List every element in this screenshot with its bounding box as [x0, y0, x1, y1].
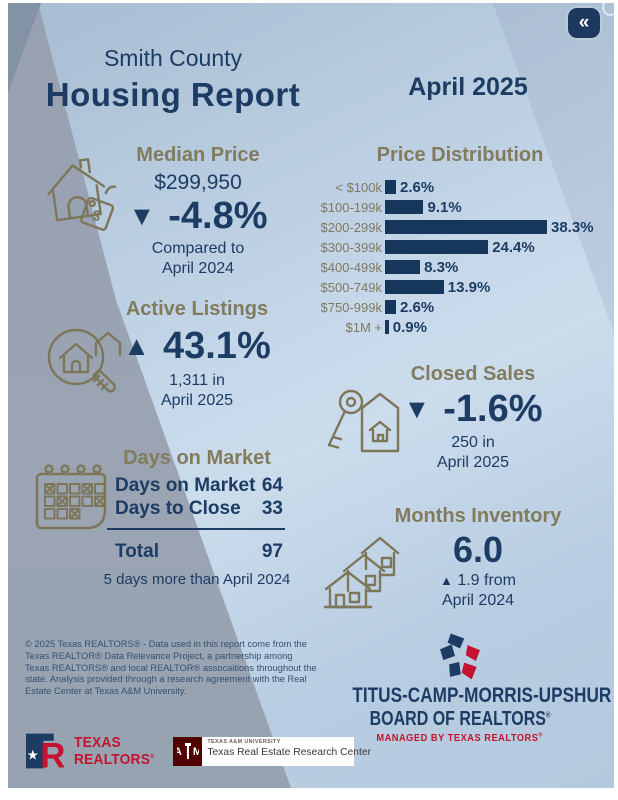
bar-category-label: $400-499k [320, 259, 382, 275]
report-period: April 2025 [408, 73, 528, 101]
bar-value-label: 24.4% [492, 238, 535, 256]
board-name-line1: TITUS-CAMP-MORRIS-UPSHUR [352, 683, 612, 707]
svg-text:R: R [40, 737, 65, 770]
median-price-note: Compared to April 2024 [151, 239, 245, 277]
page-title: Housing Report [45, 76, 301, 113]
closed-sales-note: 250 in April 2025 [436, 433, 510, 471]
board-name-line2: BOARD OF REALTORS® [369, 707, 551, 730]
bar [385, 200, 424, 214]
price-distribution-section: Price Distribution < $100k 2.6% $100-199k 9… [320, 144, 600, 337]
board-star-icon [440, 633, 480, 680]
bar-category-label: $750-999k [320, 299, 382, 315]
bar [385, 300, 396, 314]
median-price-heading: Median Price [136, 144, 260, 166]
collapse-chevrons-icon: « [578, 12, 590, 33]
trerc-label: TEXAS A&M UNIVERSITY Texas Real Estate R… [202, 736, 371, 766]
closed-sales-section: Closed Sales ▼ -1.6% 250 in April 2025 [348, 363, 598, 473]
up-arrow-icon: ▲ [439, 572, 453, 588]
up-arrow-icon: ▲ [123, 331, 150, 362]
price-distribution-heading: Price Distribution [376, 144, 544, 166]
calendar-icon [35, 464, 107, 530]
bar-value-label: 13.9% [447, 278, 491, 296]
table-row: Days to Close 33 [107, 497, 285, 520]
board-logo-block: TITUS-CAMP-MORRIS-UPSHUR BOARD OF REALTO… [320, 631, 612, 744]
row-label: Days to Close [115, 498, 241, 519]
days-on-market-heading: Days on Market [123, 447, 271, 469]
bar-value-label: 2.6% [399, 178, 435, 196]
bar [385, 260, 421, 274]
bar-category-label: $500-749k [320, 279, 382, 295]
logos-row: R ★ TEXAS REALTORS® A︱M TEXAS A&M UNIVER… [24, 732, 371, 770]
price-distribution-row: $200-299k 38.3% [320, 217, 600, 237]
months-inventory-note: ▲ 1.9 from April 2024 [439, 571, 516, 609]
days-on-market-note: 5 days more than April 2024 [103, 571, 291, 588]
down-arrow-icon: ▼ [403, 394, 431, 425]
house-price-tag-icon: $ [47, 158, 117, 231]
table-row: Days on Market 64 [107, 474, 285, 497]
price-distribution-row: $1M + 0.9% [320, 317, 600, 337]
houses-icon [323, 536, 400, 609]
months-inventory-heading: Months Inventory [394, 505, 562, 527]
bar [385, 240, 489, 254]
collapse-button[interactable]: « [568, 8, 600, 38]
total-label: Total [115, 541, 159, 562]
closed-sales-change: -1.6% [443, 388, 543, 430]
magnifier-house-icon [47, 328, 122, 393]
active-listings-section: Active Listings ▲ 43.1% 1,311 in April 2… [62, 298, 332, 411]
months-inventory-value: 6.0 [452, 529, 504, 570]
bar-category-label: < $100k [335, 179, 382, 195]
bar-value-label: 0.9% [392, 318, 427, 336]
price-distribution-row: $750-999k 2.6% [320, 297, 600, 317]
days-on-market-table: Days on Market 64 Days to Close 33 Total… [107, 474, 285, 563]
median-price-change: -4.8% [168, 195, 268, 237]
price-distribution-row: $100-199k 9.1% [320, 197, 600, 217]
price-distribution-row: < $100k 2.6% [320, 177, 600, 197]
active-listings-note: 1,311 in April 2025 [160, 371, 234, 409]
report-header: Smith County Housing Report [28, 45, 318, 114]
corner-circle-decoration [602, 3, 614, 16]
active-listings-heading: Active Listings [125, 298, 269, 320]
county-name: Smith County [103, 45, 243, 71]
closed-sales-heading: Closed Sales [410, 363, 536, 385]
texas-am-logo-icon: A︱M [173, 736, 203, 766]
table-total-row: Total 97 [107, 540, 285, 563]
texas-realtors-wordmark: TEXAS REALTORS® [74, 734, 155, 768]
board-tagline: MANAGED BY TEXAS REALTORS® [376, 731, 544, 744]
bar-category-label: $200-299k [320, 219, 382, 235]
key-house-icon [327, 389, 400, 453]
report-canvas: « Smith County Housing Report April 2025… [8, 3, 614, 788]
bar [385, 180, 396, 194]
price-distribution-row: $400-499k 8.3% [320, 257, 600, 277]
bar-category-label: $300-399k [320, 239, 382, 255]
bar-value-label: 2.6% [399, 298, 435, 316]
bar-category-label: $1M + [345, 319, 383, 335]
texas-realtors-logo-icon: R ★ [26, 733, 65, 770]
median-price-value: $299,950 [154, 171, 242, 194]
price-distribution-row: $500-749k 13.9% [320, 277, 600, 297]
bar-value-label: 38.3% [551, 218, 594, 236]
disclaimer-text: © 2025 Texas REALTORS® - Data used in th… [25, 639, 317, 697]
active-listings-change: 43.1% [162, 325, 271, 367]
months-inventory-section: Months Inventory 6.0 ▲ 1.9 from April 20… [358, 505, 598, 611]
trerc-badge: A︱M TEXAS A&M UNIVERSITY Texas Real Esta… [173, 736, 371, 766]
bar [385, 320, 389, 334]
median-price-section: Median Price $299,950 ▼ -4.8% Compared t… [58, 144, 338, 279]
row-value: 33 [261, 498, 283, 519]
bar-value-label: 9.1% [427, 198, 462, 216]
down-arrow-icon: ▼ [128, 201, 156, 232]
row-label: Days on Market [115, 475, 256, 496]
bar-value-label: 8.3% [424, 258, 459, 276]
svg-text:★: ★ [27, 749, 39, 764]
bar [385, 280, 444, 294]
bar [385, 220, 547, 234]
bar-category-label: $100-199k [320, 199, 382, 215]
price-distribution-rows: < $100k 2.6% $100-199k 9.1% $200-299k 38.3% $3… [320, 177, 600, 337]
total-value: 97 [261, 541, 283, 562]
row-value: 64 [261, 475, 283, 496]
price-distribution-row: $300-399k 24.4% [320, 237, 600, 257]
table-divider [107, 528, 285, 530]
